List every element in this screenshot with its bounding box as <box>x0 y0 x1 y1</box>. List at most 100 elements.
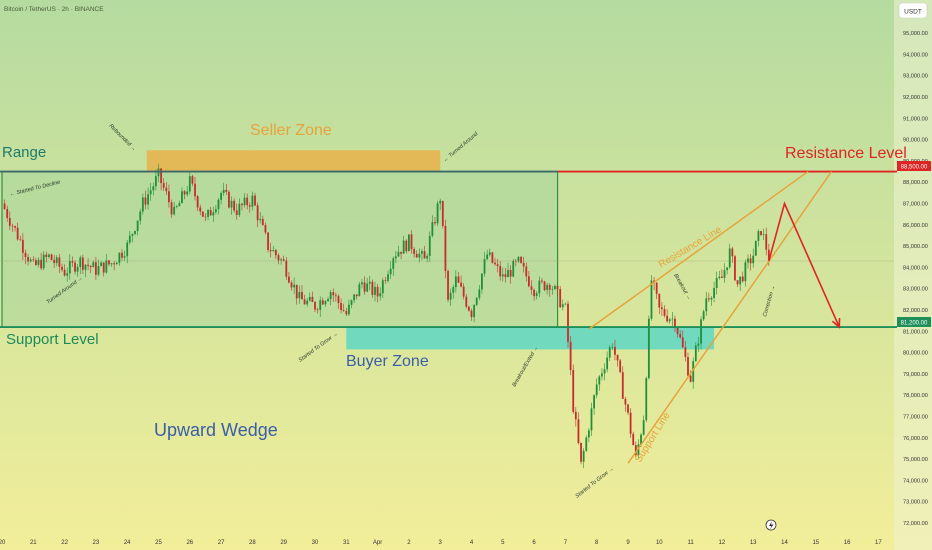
candle-up <box>700 319 702 344</box>
x-tick-label: 7 <box>564 540 568 546</box>
support-level-label: Support Level <box>6 331 99 348</box>
candle-up <box>92 262 95 268</box>
support-line[interactable] <box>627 171 833 464</box>
candle-up <box>251 195 254 207</box>
x-tick-label: Apr <box>373 540 382 546</box>
y-tick-label: 75,000.00 <box>903 457 928 463</box>
upward-wedge-label: Upward Wedge <box>154 420 278 440</box>
projection-arrowhead <box>831 318 841 329</box>
candle-up <box>501 274 504 277</box>
candle-down <box>345 310 348 315</box>
candle-up <box>593 395 595 409</box>
candle-down <box>165 187 168 192</box>
candle-up <box>319 300 322 310</box>
candle-down <box>556 285 559 290</box>
candle-down <box>290 282 293 288</box>
candle-up <box>128 235 131 243</box>
candle-down <box>434 222 436 224</box>
y-tick-label: 88,000.00 <box>903 180 928 186</box>
candle-up <box>154 176 157 187</box>
candle-down <box>621 372 624 399</box>
candle-down <box>447 270 449 300</box>
candle-down <box>548 284 551 290</box>
currency-badge[interactable] <box>898 2 928 19</box>
symbol-header: Bitcoin / TetherUS · 2h · BINANCE <box>4 6 104 13</box>
candle-up <box>374 286 376 295</box>
x-tick-label: 17 <box>875 540 882 546</box>
candle-up <box>483 259 486 274</box>
seller-zone-box[interactable] <box>146 150 441 172</box>
y-tick-label: 73,000.00 <box>903 500 928 506</box>
candle-up <box>517 256 520 262</box>
candle-down <box>225 189 228 192</box>
x-tick-label: 29 <box>280 540 287 546</box>
candle-up <box>175 206 178 207</box>
candle-up <box>397 251 400 257</box>
x-tick-label: 22 <box>61 540 68 546</box>
candle-down <box>624 398 627 405</box>
buyer-zone-box[interactable] <box>346 327 715 350</box>
candle-up <box>645 378 648 421</box>
candle-down <box>632 433 635 446</box>
candle-up <box>551 289 554 290</box>
y-tick-label: 81,000.00 <box>903 329 928 335</box>
candle-down <box>577 419 580 443</box>
candle-up <box>243 197 246 206</box>
candle-down <box>731 248 734 257</box>
candle-down <box>61 266 63 270</box>
candle-down <box>170 202 173 215</box>
candle-down <box>405 240 408 252</box>
y-tick-label: 87,000.00 <box>903 202 928 208</box>
candle-up <box>694 345 697 362</box>
candle-up <box>546 284 549 291</box>
candle-up <box>710 298 713 300</box>
candle-up <box>718 276 721 278</box>
candle-down <box>89 265 92 268</box>
candle-down <box>53 259 56 264</box>
candle-up <box>478 289 481 298</box>
candle-down <box>295 284 298 299</box>
candle-up <box>217 199 220 210</box>
candle-down <box>494 262 496 265</box>
candle-down <box>204 216 207 218</box>
candle-down <box>543 281 546 291</box>
candle-up <box>387 274 389 281</box>
candle-down <box>684 347 687 358</box>
candle-up <box>754 240 757 256</box>
candle-up <box>149 190 152 195</box>
resistance-line[interactable] <box>588 170 809 330</box>
range-label: Range <box>2 144 46 161</box>
candle-up <box>366 283 369 292</box>
candle-up <box>207 209 209 217</box>
candle-up <box>152 186 155 191</box>
buyer-zone-label: Buyer Zone <box>346 353 429 370</box>
candle-up <box>452 287 455 293</box>
candle-up <box>585 437 588 451</box>
candle-up <box>473 304 476 318</box>
candle-down <box>541 280 543 282</box>
candle-down <box>201 211 204 217</box>
candle-down <box>228 191 230 208</box>
candle-down <box>661 307 663 310</box>
candle-down <box>467 306 470 311</box>
candle-down <box>40 259 43 269</box>
candle-down <box>376 286 379 297</box>
y-tick-label: 80,000.00 <box>903 351 928 357</box>
candle-up <box>306 300 309 305</box>
candle-up <box>55 257 58 264</box>
lightning-glyph <box>769 521 774 530</box>
candle-down <box>465 296 468 307</box>
candle-down <box>102 262 105 273</box>
candle-down <box>160 168 163 184</box>
candle-up <box>426 255 429 259</box>
candle-down <box>462 286 465 297</box>
candle-up <box>105 260 108 273</box>
candle-down <box>496 264 499 266</box>
candle-down <box>721 276 723 278</box>
range-box[interactable] <box>1 170 559 328</box>
candle-down <box>301 291 303 300</box>
candle-up <box>439 200 442 204</box>
candle-down <box>16 227 19 240</box>
projection-path[interactable] <box>768 201 841 328</box>
